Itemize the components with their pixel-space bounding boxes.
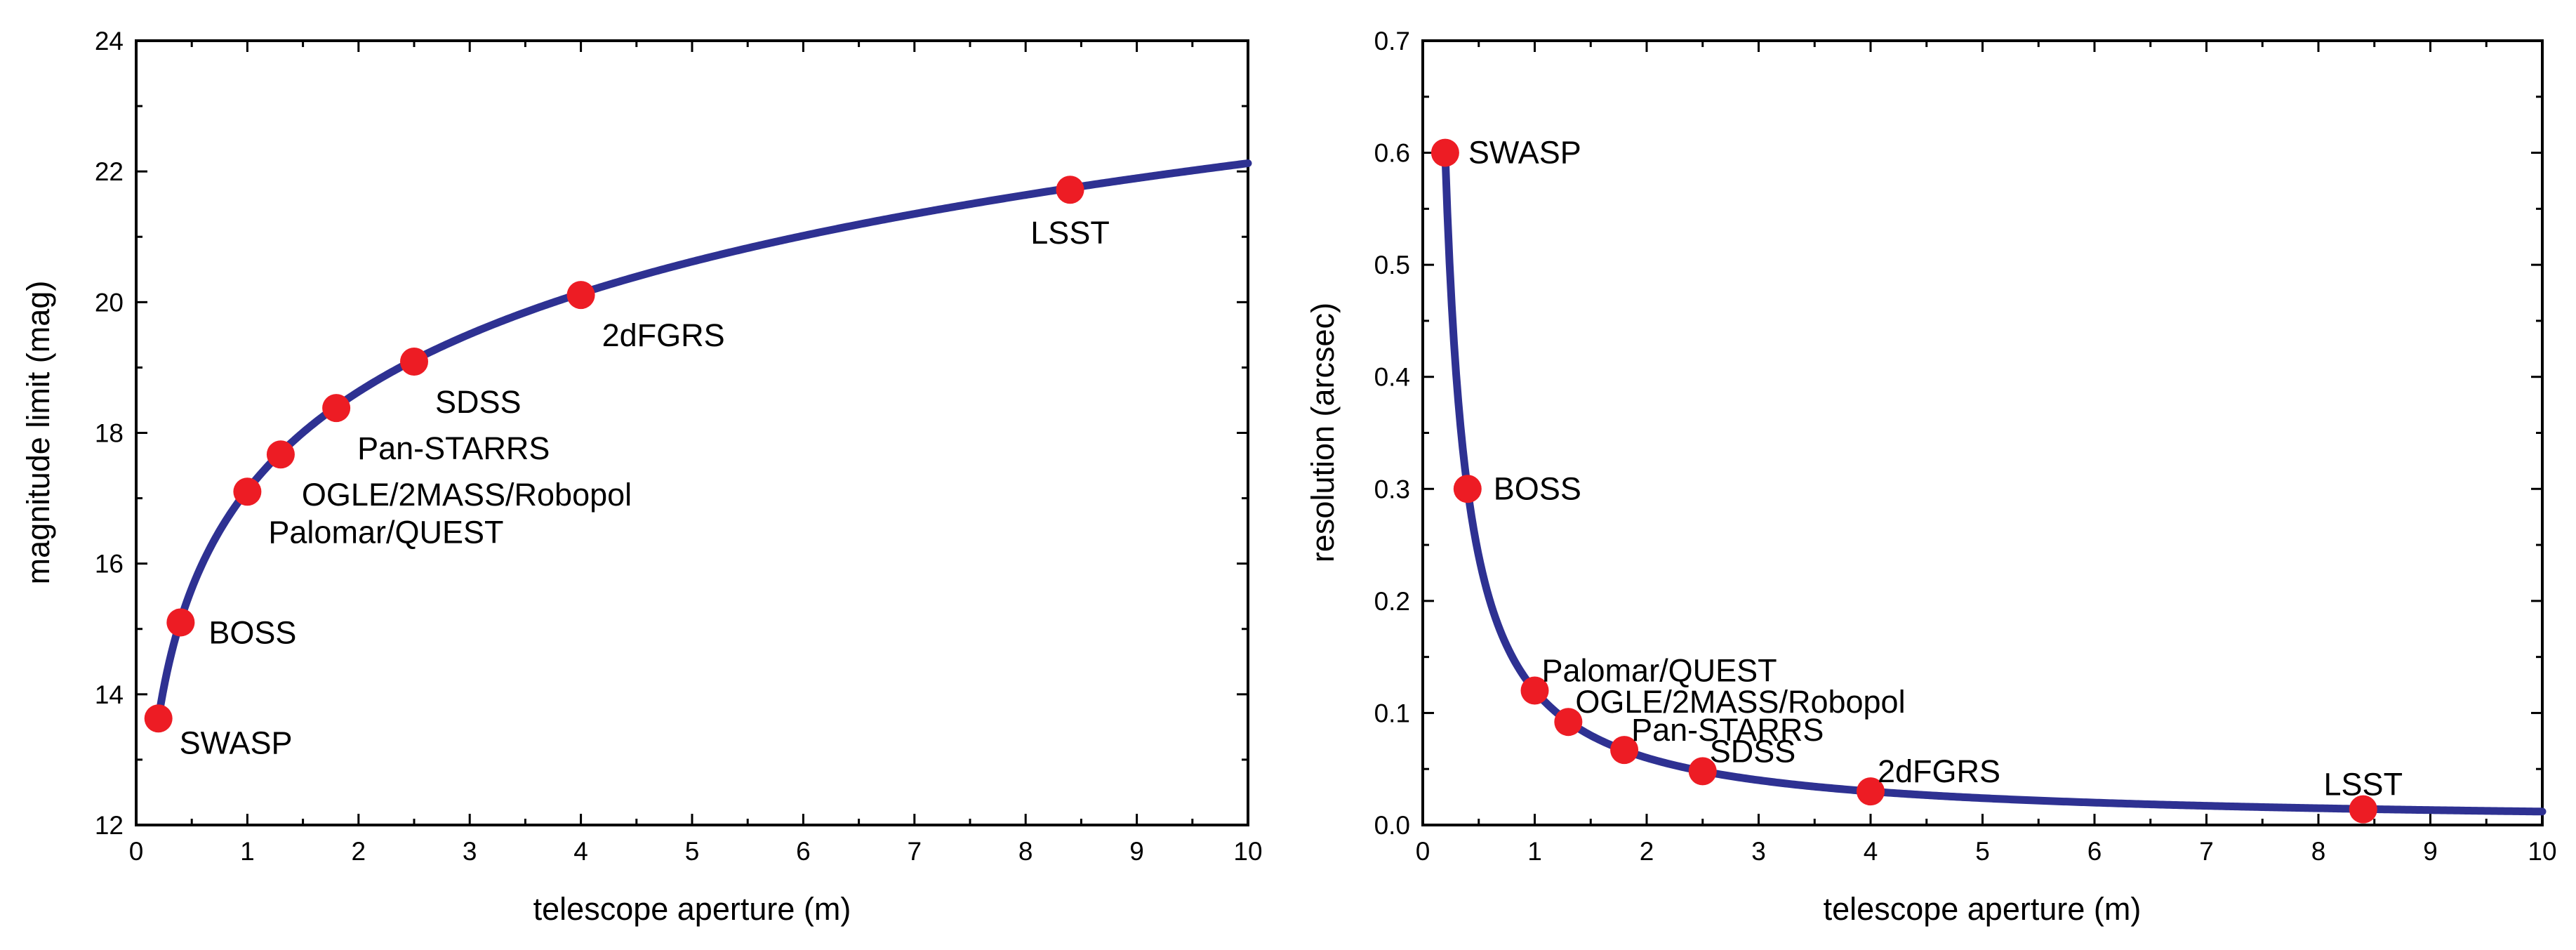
x-tick-label: 4 <box>1864 837 1878 866</box>
point-labels: SWASP BOSS Palomar/QUESTOGLE/2MASS/Robopol… <box>1468 135 2403 803</box>
x-tick-label: 10 <box>2528 837 2556 866</box>
y-tick-label: 0.5 <box>1374 251 1410 279</box>
axis-ticks <box>1421 39 2544 826</box>
data-point <box>1554 708 1583 737</box>
y-tick-label: 0.0 <box>1374 811 1410 840</box>
y-tick-label: 0.7 <box>1374 27 1410 55</box>
y-tick-label: 16 <box>95 550 124 579</box>
y-tick-label: 0.1 <box>1374 699 1410 727</box>
x-tick-labels: 0 1 2 3 4 5 6 7 8 9 10 <box>129 837 1263 866</box>
x-tick-label: 5 <box>685 837 700 866</box>
resolution-chart: 0 1 2 3 4 5 6 7 8 9 10 0.0 0.1 0.2 0.3 0.4 0.5 0.6 0.7 SW… <box>1305 27 2557 927</box>
x-tick-label: 7 <box>908 837 922 866</box>
x-tick-label: 8 <box>2311 837 2326 866</box>
data-point-label: OGLE/2MASS/Robopol <box>302 477 632 513</box>
x-tick-label: 10 <box>1233 837 1262 866</box>
series-layer <box>144 159 1252 733</box>
point-labels: SWASP BOSS Palomar/QUESTOGLE/2MASS/Robopol… <box>180 215 1110 760</box>
x-tick-label: 1 <box>240 837 255 866</box>
y-tick-label: 0.2 <box>1374 587 1410 616</box>
data-point-label: SDSS <box>435 384 522 420</box>
y-tick-label: 14 <box>95 680 124 709</box>
data-point-label: LSST <box>2324 767 2403 803</box>
x-tick-label: 8 <box>1018 837 1033 866</box>
y-axis-title: magnitude limit (mag) <box>20 281 56 585</box>
data-point-label: SWASP <box>1468 135 1581 171</box>
x-tick-label: 6 <box>2087 837 2102 866</box>
y-tick-label: 20 <box>95 288 124 317</box>
y-tick-label: 18 <box>95 419 124 448</box>
series-layer <box>1430 138 2547 824</box>
y-tick-label: 0.6 <box>1374 139 1410 168</box>
x-tick-label: 5 <box>1975 837 1990 866</box>
y-tick-labels: 0.0 0.1 0.2 0.3 0.4 0.5 0.6 0.7 <box>1374 27 1410 840</box>
data-point <box>566 281 595 310</box>
data-point <box>1857 777 1885 806</box>
data-point <box>1430 138 1459 167</box>
data-point-label: SWASP <box>180 725 293 760</box>
data-point <box>322 394 351 423</box>
x-tick-label: 9 <box>1129 837 1144 866</box>
x-tick-label: 7 <box>2199 837 2214 866</box>
x-tick-label: 0 <box>129 837 144 866</box>
data-point <box>1520 676 1549 705</box>
y-tick-label: 22 <box>95 157 124 186</box>
data-point-label: Pan-STARRS <box>357 430 550 466</box>
data-point-label: 2dFGRS <box>602 317 725 353</box>
x-tick-label: 2 <box>1640 837 1654 866</box>
axis-ticks <box>135 39 1249 826</box>
x-tick-label: 4 <box>573 837 588 866</box>
data-point-label: 2dFGRS <box>1878 753 2000 789</box>
data-point <box>266 440 295 469</box>
data-point <box>400 348 428 376</box>
x-tick-label: 6 <box>796 837 811 866</box>
data-point <box>144 704 173 733</box>
data-point-label: Palomar/QUEST <box>268 514 503 550</box>
x-tick-label: 3 <box>463 837 477 866</box>
x-tick-label: 9 <box>2423 837 2438 866</box>
data-point-label: SDSS <box>1710 733 1796 769</box>
x-axis-title: telescope aperture (m) <box>1824 891 2142 927</box>
y-tick-label: 24 <box>95 27 124 55</box>
data-point-label: Palomar/QUEST <box>1542 653 1777 689</box>
y-tick-label: 0.4 <box>1374 363 1410 392</box>
x-tick-label: 3 <box>1751 837 1766 866</box>
data-point-label: Pan-STARRS <box>1631 712 1824 748</box>
data-point-label: OGLE/2MASS/Robopol <box>1575 684 1905 720</box>
x-tick-labels: 0 1 2 3 4 5 6 7 8 9 10 <box>1416 837 2557 866</box>
data-point <box>1688 757 1717 786</box>
data-point-label: LSST <box>1030 215 1110 251</box>
data-point-label: BOSS <box>1494 470 1581 506</box>
y-tick-label: 12 <box>95 811 124 840</box>
x-tick-label: 2 <box>352 837 366 866</box>
data-point-label: BOSS <box>208 614 296 650</box>
data-point <box>1453 475 1482 503</box>
x-tick-label: 1 <box>1527 837 1542 866</box>
data-point <box>166 608 195 637</box>
x-axis-title: telescope aperture (m) <box>533 891 851 927</box>
data-point <box>1610 736 1639 765</box>
y-axis-title: resolution (arcsec) <box>1305 303 1341 562</box>
data-point <box>1056 176 1084 204</box>
data-point <box>233 477 262 506</box>
data-point <box>2349 795 2377 824</box>
y-tick-label: 0.3 <box>1374 475 1410 503</box>
y-tick-labels: 12 14 16 18 20 22 24 <box>95 27 124 840</box>
x-tick-label: 0 <box>1416 837 1430 866</box>
